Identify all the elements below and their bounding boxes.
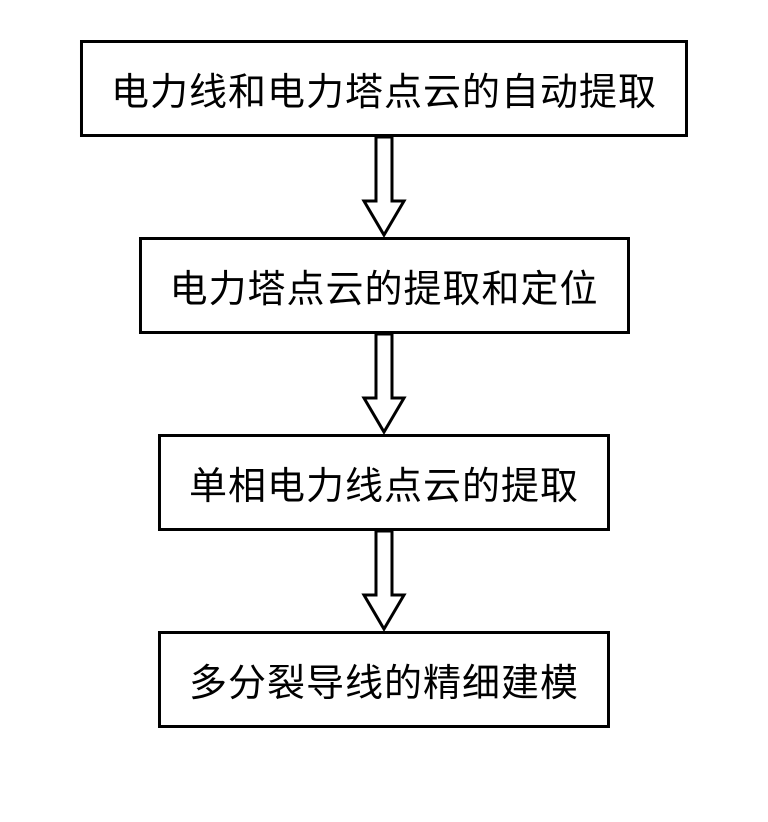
flowchart-node-3: 单相电力线点云的提取: [158, 434, 610, 531]
arrow-down-icon: [359, 531, 409, 631]
arrow-down-icon: [359, 334, 409, 434]
flowchart-node-4: 多分裂导线的精细建模: [158, 631, 610, 728]
node-label: 电力线和电力塔点云的自动提取: [111, 61, 657, 116]
flowchart-node-2: 电力塔点云的提取和定位: [138, 237, 629, 334]
node-label: 电力塔点云的提取和定位: [169, 258, 598, 313]
flowchart-container: 电力线和电力塔点云的自动提取 电力塔点云的提取和定位 单相电力线点云的提取 多分…: [80, 40, 688, 728]
arrow-down-icon: [359, 137, 409, 237]
flowchart-node-1: 电力线和电力塔点云的自动提取: [80, 40, 688, 137]
node-label: 单相电力线点云的提取: [189, 455, 579, 510]
node-label: 多分裂导线的精细建模: [189, 652, 579, 707]
